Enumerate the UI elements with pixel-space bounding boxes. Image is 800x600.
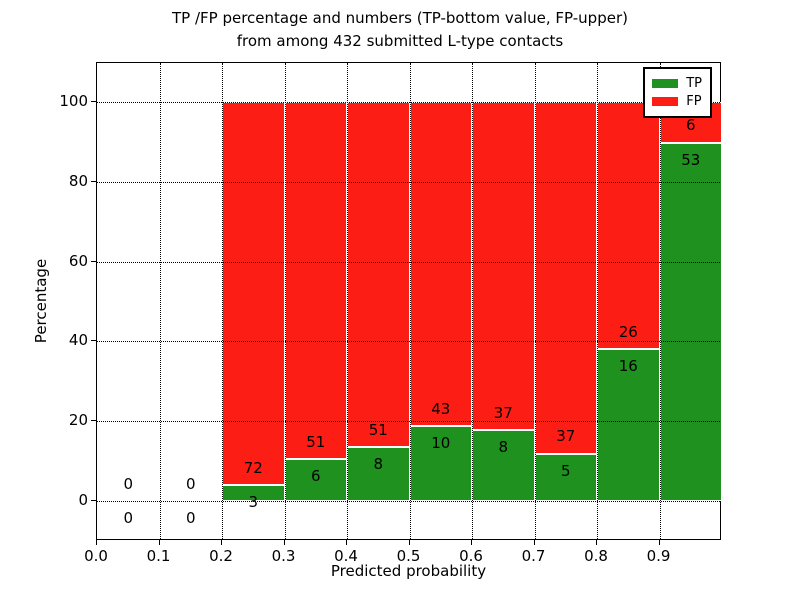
x-tick-mark xyxy=(158,540,160,545)
x-tick-label: 0.8 xyxy=(584,547,608,565)
legend-item-label: TP xyxy=(686,76,702,91)
x-tick-mark xyxy=(96,540,97,545)
x-tick-mark xyxy=(596,540,597,545)
tp-bar-segment xyxy=(347,446,410,501)
fp-count-label: 26 xyxy=(618,322,638,341)
fp-bar-segment xyxy=(597,102,660,349)
x-tick-mark xyxy=(221,540,222,545)
legend-item: TP xyxy=(652,76,702,91)
fp-count-label: 37 xyxy=(493,403,513,422)
x-tick-label: 0.0 xyxy=(84,547,108,565)
fp-count-label: 0 xyxy=(185,474,196,493)
fp-count-label: 43 xyxy=(431,399,451,418)
fp-count-label: 37 xyxy=(556,427,576,446)
v-gridline xyxy=(284,63,286,539)
y-tick-label: 20 xyxy=(68,411,88,430)
x-tick-mark xyxy=(471,540,472,545)
x-tick-label: 0.9 xyxy=(646,547,671,565)
h-gridline xyxy=(97,421,720,423)
x-tick-label: 0.3 xyxy=(271,547,296,565)
x-tick-label: 0.5 xyxy=(396,547,421,565)
v-gridline xyxy=(534,63,536,539)
fp-count-label: 72 xyxy=(243,458,263,477)
h-gridline xyxy=(97,181,720,183)
x-tick-mark xyxy=(658,540,660,545)
fp-bar-segment xyxy=(472,102,535,431)
legend-swatch-fp xyxy=(652,97,679,106)
v-gridline xyxy=(347,63,348,539)
x-tick-mark xyxy=(408,540,410,545)
x-tick-label: 0.6 xyxy=(459,547,483,565)
tp-count-label: 10 xyxy=(431,433,451,452)
v-gridline xyxy=(659,63,661,539)
tp-count-label: 5 xyxy=(560,461,571,480)
y-tick-mark xyxy=(91,500,96,501)
h-gridline xyxy=(97,102,720,103)
v-gridline xyxy=(409,63,411,539)
x-tick-mark xyxy=(346,540,347,545)
y-tick-label: 100 xyxy=(59,92,88,110)
x-tick-label: 0.4 xyxy=(334,547,358,565)
legend-item: FP xyxy=(652,94,702,109)
tp-count-label: 6 xyxy=(310,467,321,486)
x-tick-mark xyxy=(533,540,535,545)
chart-title-line1: TP /FP percentage and numbers (TP-bottom… xyxy=(172,9,628,27)
legend: TP FP xyxy=(643,67,712,118)
y-tick-mark xyxy=(91,420,96,422)
fp-bar-segment xyxy=(409,102,472,426)
fp-count-label: 51 xyxy=(368,420,388,439)
tp-count-label: 8 xyxy=(373,455,384,474)
tp-count-label: 0 xyxy=(185,509,196,528)
y-tick-label: 0 xyxy=(78,491,88,509)
y-tick-label: 40 xyxy=(68,331,88,350)
h-gridline xyxy=(97,341,720,343)
y-tick-label: 80 xyxy=(68,171,88,190)
fp-bar-segment xyxy=(222,102,285,486)
tp-count-label: 8 xyxy=(498,438,509,457)
y-tick-mark xyxy=(91,101,96,102)
chart-title-line2: from among 432 submitted L-type contacts xyxy=(236,32,564,50)
x-axis-label: Predicted probability xyxy=(330,562,487,580)
tp-bar-segment xyxy=(284,459,347,501)
tp-count-label: 53 xyxy=(681,150,701,169)
chart-title: TP /FP percentage and numbers (TP-bottom… xyxy=(0,7,800,53)
h-gridline xyxy=(97,261,720,263)
tp-count-label: 0 xyxy=(123,509,134,528)
v-gridline xyxy=(472,63,473,539)
legend-swatch-tp xyxy=(652,79,679,88)
v-gridline xyxy=(159,63,161,539)
tp-bar-segment xyxy=(659,142,722,501)
v-gridline xyxy=(597,63,598,539)
fp-bar-segment xyxy=(347,102,410,447)
legend-item-label: FP xyxy=(686,94,702,109)
fp-bar-segment xyxy=(534,102,597,454)
x-tick-mark xyxy=(283,540,285,545)
y-tick-mark xyxy=(91,260,96,262)
tp-count-label: 3 xyxy=(248,493,259,512)
fp-bar-segment xyxy=(284,102,347,459)
tp-count-label: 16 xyxy=(618,357,638,376)
fp-count-label: 51 xyxy=(306,432,326,451)
x-tick-label: 0.2 xyxy=(209,547,233,565)
fp-count-label: 0 xyxy=(123,474,134,493)
fp-count-label: 6 xyxy=(685,116,696,135)
v-gridline xyxy=(222,63,223,539)
y-tick-label: 60 xyxy=(68,251,88,270)
h-gridline xyxy=(97,501,720,502)
y-tick-mark xyxy=(91,340,96,342)
x-tick-label: 0.7 xyxy=(521,547,546,565)
y-tick-mark xyxy=(91,180,96,182)
plot-area: TP FP 0 0 0 0 72 3 51 6 51 8 43 10 37 8 37 5 26 16 6 53 xyxy=(96,62,722,540)
x-tick-label: 0.1 xyxy=(146,547,171,565)
